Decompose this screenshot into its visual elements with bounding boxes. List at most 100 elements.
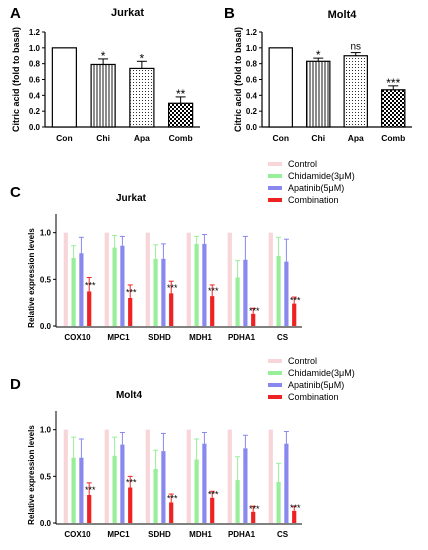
y-tick-label: 0.2 bbox=[246, 107, 258, 116]
significance-label: * bbox=[101, 49, 106, 63]
bar-comb bbox=[381, 89, 406, 128]
chart-title: Jurkat bbox=[116, 193, 147, 204]
chart-title: Jurkat bbox=[111, 7, 144, 19]
legend-swatch bbox=[268, 198, 282, 202]
significance-label: *** bbox=[249, 504, 260, 514]
y-tick-label: 0.5 bbox=[40, 472, 52, 481]
bar-cs-series2 bbox=[276, 256, 281, 326]
significance-label: ns bbox=[350, 42, 361, 53]
bar-cox10-series3 bbox=[79, 253, 84, 326]
bar-cox10-series1 bbox=[63, 232, 68, 326]
legend-swatch bbox=[268, 395, 282, 399]
bar-mpc1-series3 bbox=[120, 245, 125, 326]
legend-swatch bbox=[268, 174, 282, 178]
chart-title: Molt4 bbox=[328, 9, 358, 21]
bar-cox10-series2 bbox=[71, 457, 76, 523]
panel-letter: A bbox=[10, 5, 21, 22]
bar-sdhd-series1 bbox=[145, 429, 150, 523]
y-tick-label: 0.6 bbox=[29, 76, 41, 85]
significance-label: *** bbox=[126, 287, 137, 297]
bar-cox10-series2 bbox=[71, 257, 76, 326]
bar-cs-series4 bbox=[292, 510, 297, 523]
bar-sdhd-series1 bbox=[145, 232, 150, 326]
bar-sdhd-series2 bbox=[153, 258, 158, 326]
bar-sdhd-series4 bbox=[169, 293, 174, 326]
x-tick-label: SDHD bbox=[148, 333, 171, 342]
y-tick-label: 0.8 bbox=[29, 60, 41, 69]
y-tick-label: 0.0 bbox=[40, 519, 52, 528]
chart-title: Molt4 bbox=[116, 390, 143, 401]
bar-mpc1-series2 bbox=[112, 247, 117, 326]
bar-cs-series2 bbox=[276, 481, 281, 523]
y-tick-label: 1.2 bbox=[246, 28, 258, 37]
x-tick-label: Apa bbox=[348, 133, 364, 143]
y-tick-label: 0.0 bbox=[40, 322, 52, 331]
x-tick-label: SDHD bbox=[148, 530, 171, 539]
y-axis-label: Citric acid (fold to basal) bbox=[11, 27, 21, 132]
bar-cox10-series1 bbox=[63, 429, 68, 523]
significance-label: ** bbox=[176, 87, 186, 101]
x-tick-label: PDHA1 bbox=[228, 333, 256, 342]
x-tick-label: MDH1 bbox=[189, 530, 212, 539]
bar-mdh1-series3 bbox=[202, 243, 207, 326]
bar-pdha1-series2 bbox=[235, 480, 240, 523]
bar-cs-series3 bbox=[284, 261, 289, 326]
bar-mpc1-series4 bbox=[128, 298, 133, 326]
y-tick-label: 0.0 bbox=[29, 123, 41, 132]
bar-mdh1-series1 bbox=[186, 232, 191, 326]
bar-cs-series1 bbox=[268, 429, 273, 523]
bar-mdh1-series4 bbox=[210, 497, 215, 523]
legend-label: Control bbox=[288, 356, 317, 366]
bar-sdhd-series3 bbox=[161, 451, 166, 523]
bar-mpc1-series3 bbox=[120, 444, 125, 523]
bar-mpc1-series2 bbox=[112, 455, 117, 523]
bar-cs-series4 bbox=[292, 303, 297, 326]
x-tick-label: Con bbox=[272, 133, 289, 143]
x-tick-label: CS bbox=[277, 333, 289, 342]
y-tick-label: 0.5 bbox=[40, 275, 52, 284]
bar-pdha1-series4 bbox=[251, 511, 256, 523]
x-tick-label: Chi bbox=[96, 133, 110, 143]
legend-label: Control bbox=[288, 159, 317, 169]
legend-swatch bbox=[268, 162, 282, 166]
legend-swatch bbox=[268, 359, 282, 363]
bar-con bbox=[268, 47, 293, 128]
x-tick-label: Con bbox=[56, 133, 73, 143]
bar-chi bbox=[90, 63, 116, 128]
legend-swatch bbox=[268, 186, 282, 190]
legend-label: Chidamide(3μM) bbox=[288, 171, 355, 181]
significance-label: *** bbox=[167, 494, 178, 504]
bar-con bbox=[51, 47, 77, 128]
x-tick-label: Chi bbox=[311, 133, 325, 143]
significance-label: *** bbox=[249, 306, 260, 316]
bar-sdhd-series4 bbox=[169, 502, 174, 523]
y-tick-label: 0.2 bbox=[29, 107, 41, 116]
bar-pdha1-series3 bbox=[243, 259, 248, 326]
bar-pdha1-series2 bbox=[235, 277, 240, 326]
significance-label: * bbox=[140, 51, 145, 65]
y-tick-label: 1.0 bbox=[40, 426, 52, 435]
bar-sdhd-series2 bbox=[153, 468, 158, 523]
x-tick-label: Apa bbox=[134, 133, 150, 143]
y-tick-label: 1.0 bbox=[29, 44, 41, 53]
x-tick-label: COX10 bbox=[64, 333, 91, 342]
significance-label: *** bbox=[126, 478, 137, 488]
bar-mpc1-series1 bbox=[104, 429, 109, 523]
bar-pdha1-series4 bbox=[251, 313, 256, 326]
significance-label: *** bbox=[386, 76, 400, 90]
significance-label: *** bbox=[167, 283, 178, 293]
x-tick-label: COX10 bbox=[64, 530, 91, 539]
y-axis-label: Relative expression levels bbox=[27, 425, 36, 525]
significance-label: *** bbox=[208, 490, 219, 500]
bar-apa bbox=[343, 55, 368, 128]
bar-sdhd-series3 bbox=[161, 258, 166, 326]
y-axis-label: Citric acid (fold to basal) bbox=[233, 27, 243, 132]
bar-cox10-series4 bbox=[87, 495, 92, 523]
bar-mpc1-series4 bbox=[128, 487, 133, 523]
y-tick-label: 0.4 bbox=[246, 91, 258, 100]
bar-apa bbox=[129, 67, 155, 128]
legend-label: Apatinib(5μM) bbox=[288, 380, 344, 390]
significance-label: *** bbox=[85, 281, 96, 291]
bar-comb bbox=[168, 102, 194, 128]
